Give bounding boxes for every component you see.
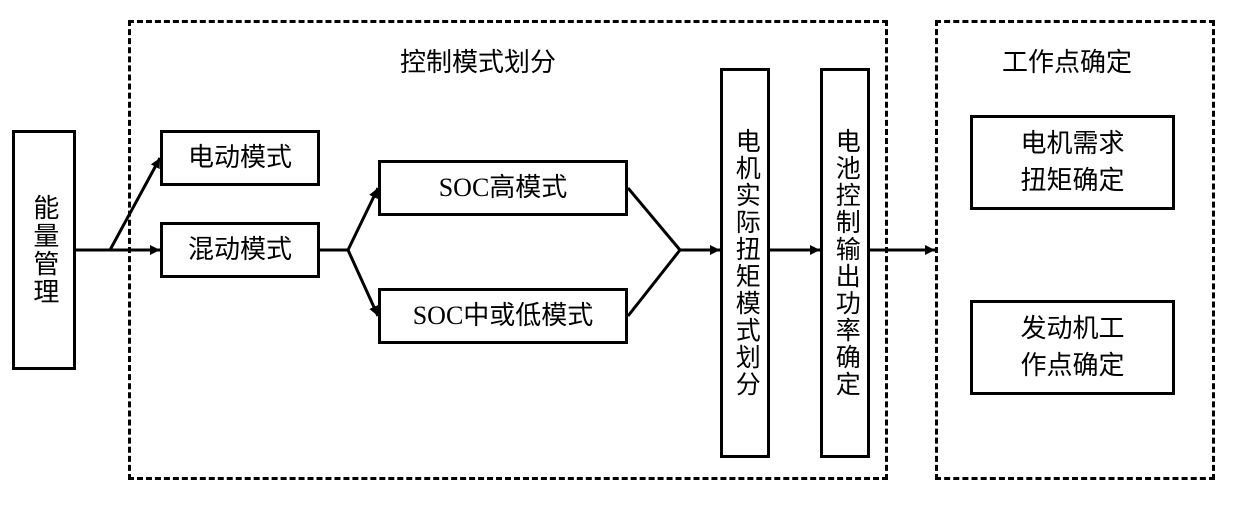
node-label: 发动机工作点确定 xyxy=(1020,311,1124,384)
node-soc-high: SOC高模式 xyxy=(378,160,628,216)
node-battery-power: 电池控制输出功率确定 xyxy=(820,68,870,458)
node-label: SOC中或低模式 xyxy=(413,299,594,333)
node-hybrid-mode: 混动模式 xyxy=(160,222,320,278)
node-energy-management: 能量管理 xyxy=(12,130,76,370)
node-label: 能量管理 xyxy=(27,194,61,306)
work-point-region xyxy=(935,20,1215,480)
node-electric-mode: 电动模式 xyxy=(160,130,320,186)
work-point-title: 工作点确定 xyxy=(1002,42,1132,79)
node-label: 电机需求扭矩确定 xyxy=(1020,126,1124,199)
node-soc-midlow: SOC中或低模式 xyxy=(378,288,628,344)
control-mode-title: 控制模式划分 xyxy=(400,42,556,79)
node-motor-demand: 电机需求扭矩确定 xyxy=(970,115,1175,210)
node-label: 电池控制输出功率确定 xyxy=(829,128,862,398)
node-label: SOC高模式 xyxy=(439,171,568,205)
node-label: 混动模式 xyxy=(188,233,292,267)
node-motor-torque-mode: 电机实际扭矩模式划分 xyxy=(720,68,770,458)
node-label: 电动模式 xyxy=(188,141,292,175)
node-engine-point: 发动机工作点确定 xyxy=(970,300,1175,395)
node-label: 电机实际扭矩模式划分 xyxy=(729,128,762,398)
